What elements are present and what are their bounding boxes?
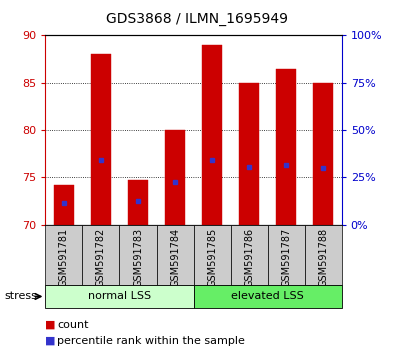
- Bar: [156, 225, 194, 285]
- Bar: [165, 130, 185, 225]
- Text: percentile rank within the sample: percentile rank within the sample: [57, 336, 245, 346]
- Text: GSM591782: GSM591782: [96, 228, 106, 287]
- Text: GDS3868 / ILMN_1695949: GDS3868 / ILMN_1695949: [107, 12, 288, 27]
- Bar: [268, 225, 305, 285]
- Text: GSM591788: GSM591788: [318, 228, 328, 287]
- Bar: [305, 225, 342, 285]
- Bar: [231, 225, 268, 285]
- Text: normal LSS: normal LSS: [88, 291, 151, 302]
- Bar: [54, 185, 74, 225]
- Text: ■: ■: [45, 336, 56, 346]
- Text: elevated LSS: elevated LSS: [231, 291, 304, 302]
- Bar: [91, 54, 111, 225]
- Bar: [45, 285, 194, 308]
- Text: GSM591784: GSM591784: [170, 228, 180, 287]
- Bar: [194, 225, 231, 285]
- Text: GSM591786: GSM591786: [244, 228, 254, 287]
- Text: count: count: [57, 320, 89, 330]
- Text: GSM591785: GSM591785: [207, 228, 217, 287]
- Text: GSM591787: GSM591787: [281, 228, 291, 287]
- Bar: [194, 285, 342, 308]
- Bar: [313, 83, 333, 225]
- Bar: [239, 83, 259, 225]
- Text: GSM591783: GSM591783: [133, 228, 143, 287]
- Text: GSM591781: GSM591781: [59, 228, 69, 287]
- Text: stress: stress: [4, 291, 37, 301]
- Text: ■: ■: [45, 320, 56, 330]
- Bar: [45, 225, 83, 285]
- Bar: [120, 225, 156, 285]
- Bar: [83, 225, 120, 285]
- Bar: [276, 69, 296, 225]
- Bar: [202, 45, 222, 225]
- Bar: [128, 180, 148, 225]
